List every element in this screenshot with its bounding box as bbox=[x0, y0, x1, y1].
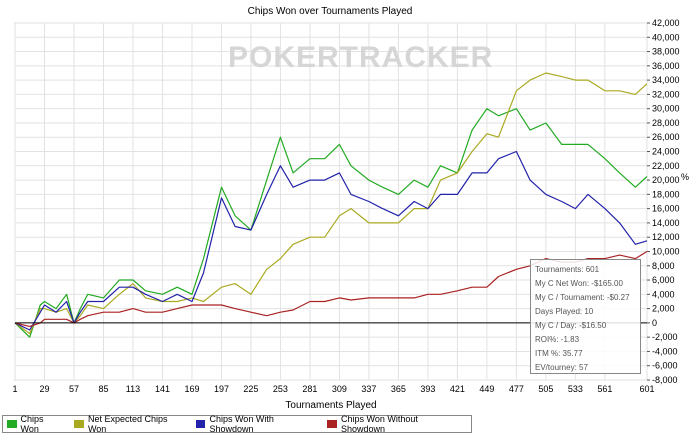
x-tick-label: 309 bbox=[332, 384, 347, 394]
stat-per-tournament: My C / Tournament: -$0.27 bbox=[535, 293, 630, 302]
x-tick-label: 365 bbox=[391, 384, 406, 394]
x-tick-label: 169 bbox=[184, 384, 199, 394]
y-tick-label: 30,000 bbox=[652, 104, 680, 114]
x-tick-label: 225 bbox=[243, 384, 258, 394]
y-tick-label: 10,000 bbox=[652, 246, 680, 256]
y-tick-label: 22,000 bbox=[652, 161, 680, 171]
legend-label: Chips Won Without Showdown bbox=[341, 414, 418, 434]
y-tick-label: 32,000 bbox=[652, 89, 680, 99]
series-line-chips-won-with-showdown bbox=[14, 150, 648, 331]
stat-days-played: Days Played: 10 bbox=[535, 307, 594, 316]
x-tick-label: 197 bbox=[214, 384, 229, 394]
legend-item-with-showdown[interactable]: Chips Won With Showdown bbox=[195, 414, 316, 434]
series-line-net-expected-chips-won bbox=[14, 72, 648, 335]
series-line-chips-won bbox=[14, 108, 648, 338]
stat-itm: ITM %: 35.77 bbox=[535, 349, 583, 358]
stat-ev-tourney: EV/tourney: 57 bbox=[535, 363, 588, 372]
y-tick-label: -8,000 bbox=[652, 375, 678, 385]
x-tick-labels: 1 29 57 85 113 141 169 197 225 253 281 309 337 365 393… bbox=[12, 384, 654, 394]
legend-label: Net Expected Chips Won bbox=[87, 414, 168, 434]
x-tick-label: 29 bbox=[39, 384, 49, 394]
y-tick-label: 34,000 bbox=[652, 75, 680, 85]
stat-tournaments: Tournaments: 601 bbox=[535, 265, 600, 274]
x-tick-label: 141 bbox=[155, 384, 170, 394]
chart-title: Chips Won over Tournaments Played bbox=[248, 6, 413, 17]
x-tick-label: 393 bbox=[420, 384, 435, 394]
y-tick-label: -4,000 bbox=[652, 346, 678, 356]
y-tick-label: 0 bbox=[652, 318, 657, 328]
x-tick-label: 477 bbox=[509, 384, 524, 394]
y-tick-label: 6,000 bbox=[652, 275, 675, 285]
legend-swatch bbox=[7, 420, 17, 428]
stat-per-day: My C / Day: -$16.50 bbox=[535, 321, 607, 330]
y-tick-label: 12,000 bbox=[652, 232, 680, 242]
y-tick-label: -6,000 bbox=[652, 361, 678, 371]
x-tick-label: 337 bbox=[361, 384, 376, 394]
x-tick-label: 253 bbox=[273, 384, 288, 394]
x-tick-label: 449 bbox=[479, 384, 494, 394]
legend-label: Chips Won With Showdown bbox=[209, 414, 274, 434]
grid-lines bbox=[14, 22, 648, 381]
y-tick-label: 18,000 bbox=[652, 189, 680, 199]
y-tick-labels: -8,000 -6,000 -4,000 -2,000 0 2,000 4,000 6,000… bbox=[647, 18, 680, 385]
y-tick-label: 8,000 bbox=[652, 261, 675, 271]
y-tick-label: 14,000 bbox=[652, 218, 680, 228]
dollar-axis-mark: % bbox=[681, 172, 689, 182]
y-tick-label: 42,000 bbox=[652, 18, 680, 28]
chart-legend: Chips Won Net Expected Chips Won Chips W… bbox=[2, 414, 472, 434]
y-tick-label: 24,000 bbox=[652, 147, 680, 157]
y-tick-label: 16,000 bbox=[652, 204, 680, 214]
y-tick-label: 38,000 bbox=[652, 47, 680, 57]
y-tick-label: 28,000 bbox=[652, 118, 680, 128]
y-tick-label: -2,000 bbox=[652, 332, 678, 342]
x-tick-label: 281 bbox=[302, 384, 317, 394]
y-tick-label: 20,000 bbox=[652, 175, 680, 185]
x-tick-label: 57 bbox=[69, 384, 79, 394]
legend-label: Chips Won bbox=[20, 414, 44, 434]
legend-swatch bbox=[74, 420, 84, 428]
legend-item-without-showdown[interactable]: Chips Won Without Showdown bbox=[327, 414, 459, 434]
stat-roi: ROI%: -1.83 bbox=[535, 335, 580, 344]
legend-item-chips-won[interactable]: Chips Won bbox=[7, 414, 62, 434]
y-tick-label: 40,000 bbox=[652, 32, 680, 42]
x-tick-label: 561 bbox=[597, 384, 612, 394]
x-tick-label: 505 bbox=[538, 384, 553, 394]
legend-swatch bbox=[327, 420, 338, 428]
watermark: POKERTRACKER bbox=[228, 41, 493, 74]
x-tick-label: 601 bbox=[639, 384, 654, 394]
legend-item-net-expected[interactable]: Net Expected Chips Won bbox=[74, 414, 184, 434]
legend-swatch bbox=[195, 420, 206, 428]
y-tick-label: 36,000 bbox=[652, 61, 680, 71]
y-tick-label: 2,000 bbox=[652, 304, 675, 314]
x-tick-label: 1 bbox=[12, 384, 17, 394]
watermark-text: POKERTRACKER bbox=[228, 41, 493, 74]
x-tick-label: 421 bbox=[450, 384, 465, 394]
x-axis-label: Tournaments Played bbox=[285, 400, 376, 411]
stats-panel: Tournaments: 601 My C Net Won: -$165.00 … bbox=[530, 259, 641, 374]
y-tick-label: 26,000 bbox=[652, 132, 680, 142]
y-tick-label: 4,000 bbox=[652, 289, 675, 299]
x-tick-label: 85 bbox=[98, 384, 108, 394]
stat-net-won: My C Net Won: -$165.00 bbox=[535, 279, 623, 288]
x-tick-label: 113 bbox=[126, 384, 140, 394]
x-tick-label: 533 bbox=[568, 384, 583, 394]
